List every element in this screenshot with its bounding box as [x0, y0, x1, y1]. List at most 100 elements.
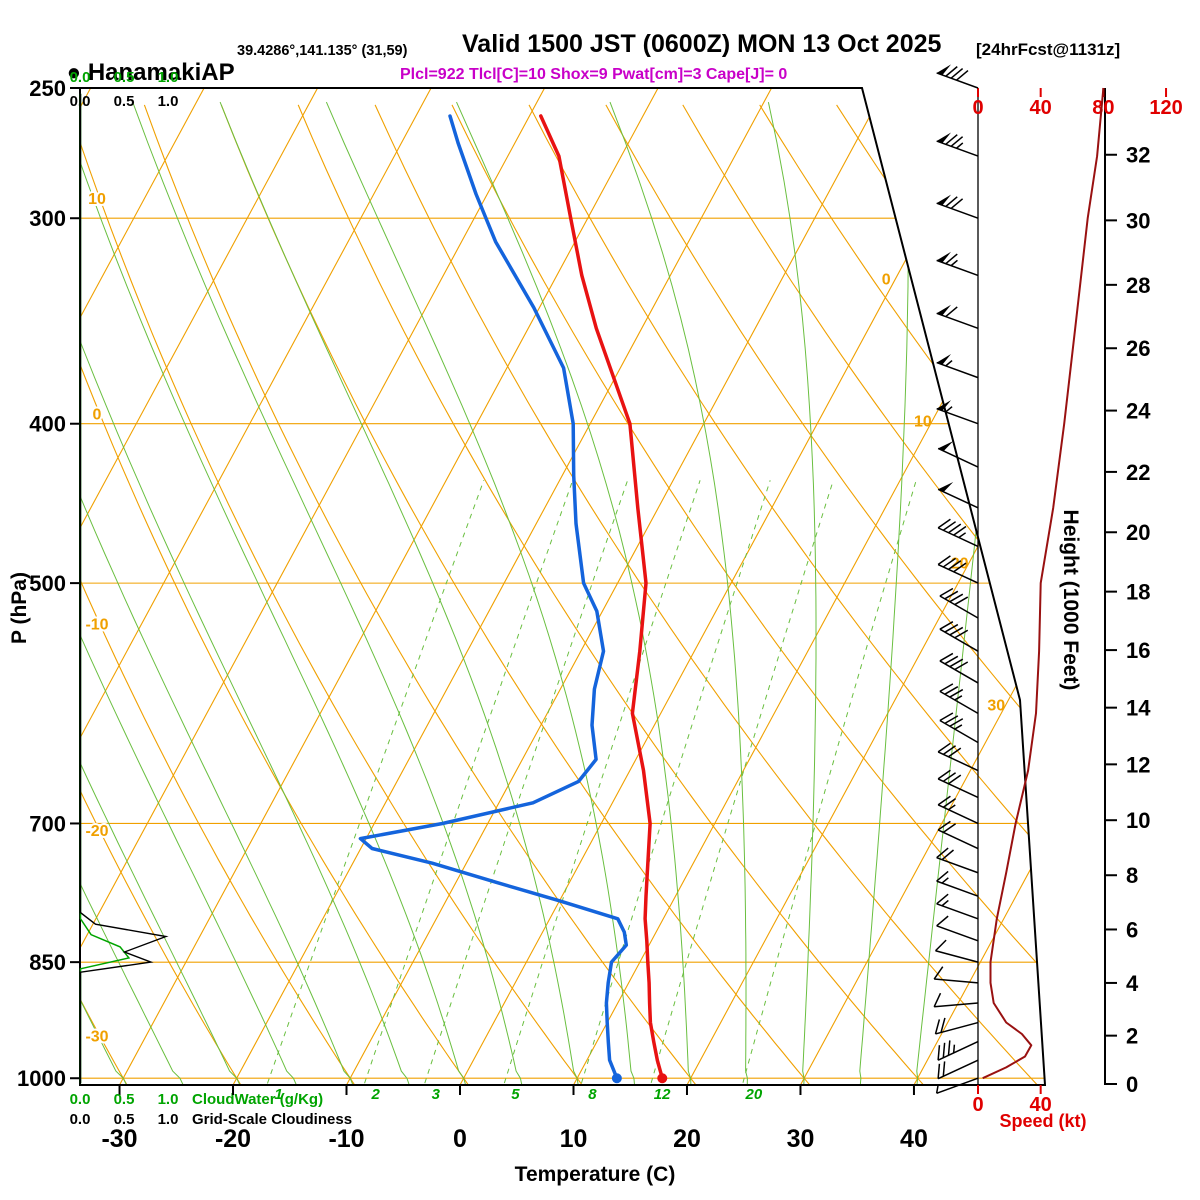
svg-text:10: 10: [1126, 808, 1150, 833]
svg-text:2: 2: [370, 1086, 380, 1103]
indices-line: Plcl=922 Tlcl[C]=10 Shox=9 Pwat[cm]=3 Ca…: [400, 66, 788, 83]
svg-text:-10: -10: [85, 616, 108, 633]
cloudwater-legend: CloudWater (g/Kg): [192, 1091, 323, 1108]
svg-text:20: 20: [951, 556, 969, 573]
wind-barb: [936, 132, 979, 157]
svg-text:3: 3: [432, 1086, 441, 1103]
svg-text:1.0: 1.0: [158, 93, 179, 110]
svg-text:28: 28: [1126, 273, 1150, 298]
forecast-tag: [24hrFcst@1131z]: [976, 40, 1121, 59]
dewpoint-curve: [358, 114, 629, 1084]
svg-text:40: 40: [1030, 1094, 1052, 1116]
temperature-axis-title: Temperature (C): [515, 1163, 676, 1186]
wind-barb: [936, 251, 979, 277]
svg-text:500: 500: [29, 571, 66, 596]
svg-text:20: 20: [1126, 520, 1150, 545]
wind-barb: [937, 1059, 979, 1080]
wind-barb: [937, 555, 979, 584]
svg-text:22: 22: [1126, 460, 1150, 485]
wind-barb: [936, 915, 979, 942]
cloud-scale-rows: 0.00.00.00.00.50.50.50.51.01.01.01.0: [70, 69, 179, 1128]
svg-text:1.0: 1.0: [158, 69, 179, 86]
svg-text:10: 10: [914, 413, 932, 430]
isotherm-labels: 0 10 20 30: [882, 271, 1006, 714]
wind-barb: [936, 400, 979, 425]
svg-text:30: 30: [787, 1125, 815, 1153]
svg-text:8: 8: [1126, 863, 1138, 888]
svg-text:4: 4: [1126, 971, 1139, 996]
svg-text:300: 300: [29, 206, 66, 231]
wind-barb: [937, 820, 979, 850]
svg-text:0.0: 0.0: [70, 1111, 91, 1128]
svg-text:40: 40: [1030, 97, 1052, 119]
wind-barb: [934, 1017, 979, 1035]
wind-barb: [936, 353, 979, 379]
svg-text:120: 120: [1149, 97, 1182, 119]
svg-text:0.5: 0.5: [114, 1091, 135, 1108]
cloudiness-legend: Grid-Scale Cloudiness: [192, 1111, 352, 1128]
wind-barb: [935, 1077, 979, 1094]
speed-axis-title: Speed (kt): [999, 1111, 1086, 1131]
wind-barb: [939, 587, 979, 619]
pressure-axis-title: P (hPa): [8, 572, 31, 644]
wind-barb: [936, 194, 979, 219]
svg-text:0.0: 0.0: [70, 1091, 91, 1108]
wind-barb: [939, 621, 979, 652]
svg-text:0.5: 0.5: [114, 69, 135, 86]
svg-text:26: 26: [1126, 336, 1150, 361]
svg-text:0: 0: [453, 1125, 467, 1153]
wind-barbs: [933, 64, 979, 1094]
svg-text:16: 16: [1126, 638, 1150, 663]
svg-text:6: 6: [1126, 917, 1138, 942]
wind-barb: [937, 518, 979, 548]
svg-text:1.0: 1.0: [158, 1091, 179, 1108]
wind-barb: [933, 966, 979, 984]
wind-barb: [933, 992, 979, 1008]
wind-barb: [936, 893, 979, 920]
svg-text:0: 0: [972, 97, 983, 119]
wind-barb: [939, 683, 979, 714]
svg-text:0.5: 0.5: [114, 1111, 135, 1128]
wind-barb: [934, 939, 979, 963]
svg-text:1.0: 1.0: [158, 1111, 179, 1128]
svg-text:0: 0: [93, 407, 102, 424]
orange-grid: [80, 88, 1045, 1085]
svg-text:18: 18: [1126, 580, 1150, 605]
station-coords: 39.4286°,141.135° (31,59): [237, 43, 408, 59]
valid-time: Valid 1500 JST (0600Z) MON 13 Oct 2025: [462, 30, 942, 58]
wind-barb: [939, 652, 979, 684]
cloudiness-profile: [79, 93, 169, 1084]
temp-tick-labels: -30 -20 -10 0 10 20 30 40: [101, 1125, 927, 1153]
svg-text:-30: -30: [85, 1028, 108, 1045]
svg-text:0.5: 0.5: [114, 93, 135, 110]
svg-text:250: 250: [29, 76, 66, 101]
svg-text:400: 400: [29, 412, 66, 437]
wind-barb: [937, 769, 979, 799]
station-bullet: ●: [66, 59, 82, 86]
svg-text:10: 10: [88, 191, 106, 208]
svg-text:-10: -10: [328, 1125, 364, 1153]
svg-text:40: 40: [900, 1125, 928, 1153]
station-name: HanamakiAP: [87, 59, 235, 86]
svg-text:14: 14: [1126, 696, 1151, 721]
svg-text:32: 32: [1126, 143, 1150, 168]
svg-text:24: 24: [1126, 399, 1151, 424]
svg-text:8: 8: [588, 1086, 597, 1103]
svg-text:-30: -30: [101, 1125, 137, 1153]
moist-adiabats: [80, 101, 1017, 1085]
pressure-tick-labels: 250 300 400 500 700 850 1000: [17, 76, 66, 1091]
temperature-curve: [539, 114, 668, 1084]
svg-text:2: 2: [1126, 1024, 1138, 1049]
svg-text:5: 5: [511, 1086, 520, 1103]
svg-text:700: 700: [29, 811, 66, 836]
dry-adiabat-labels: 10 0 -10 -20 -30: [83, 189, 110, 1047]
wind-barb: [936, 304, 979, 330]
wind-barb: [937, 441, 979, 468]
svg-text:-20: -20: [85, 823, 108, 840]
wind-barb: [936, 870, 979, 897]
svg-text:30: 30: [987, 698, 1005, 715]
mixing-ratio-labels: 1 2 3 5 8 12 20: [274, 1086, 763, 1103]
